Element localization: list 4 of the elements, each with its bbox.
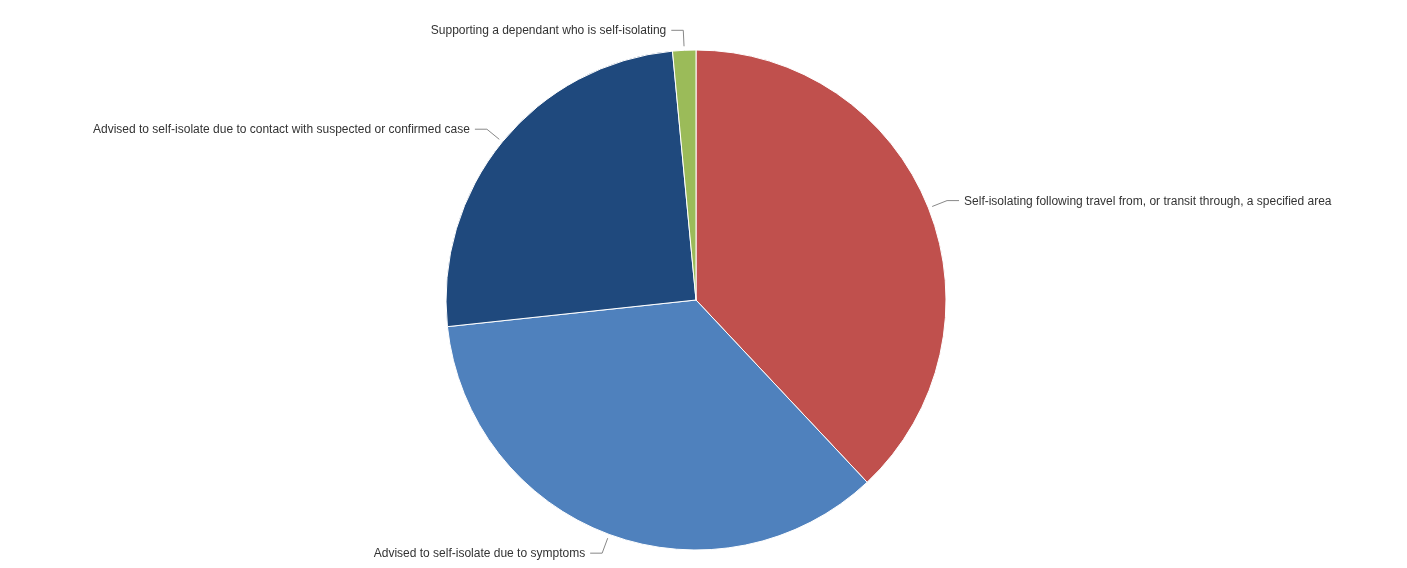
slice-label: Advised to self-isolate due to symptoms bbox=[373, 546, 586, 561]
slice-label: Supporting a dependant who is self-isolating bbox=[430, 23, 667, 38]
slice-label: Self-isolating following travel from, or transit through, a specified area bbox=[964, 193, 1332, 208]
slice-label: Advised to self-isolate due to contact with suspected or confirmed case bbox=[93, 122, 471, 137]
